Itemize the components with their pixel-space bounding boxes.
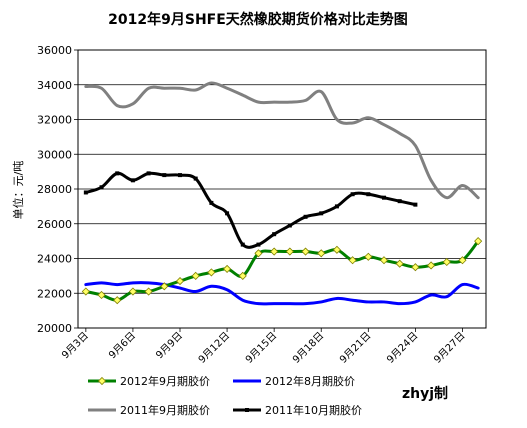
data-point: [474, 237, 483, 246]
data-point: [115, 171, 120, 176]
data-point: [348, 256, 357, 265]
y-tick-label: 22000: [37, 287, 72, 300]
data-point: [334, 204, 339, 209]
data-point: [223, 264, 232, 273]
data-point: [238, 271, 247, 280]
data-point: [366, 192, 371, 197]
data-point: [379, 256, 389, 265]
y-axis-label: 单位：元/吨: [11, 161, 25, 220]
series-line: [84, 81, 480, 200]
y-tick-label: 36000: [37, 44, 72, 57]
data-point: [319, 211, 324, 216]
data-point: [287, 223, 292, 228]
data-point: [81, 287, 90, 296]
data-point: [207, 268, 216, 277]
data-point: [411, 263, 420, 272]
y-tick-label: 20000: [37, 322, 72, 335]
data-point: [193, 176, 198, 181]
data-point: [256, 242, 261, 247]
legend-item: 2012年9月期胶价: [88, 374, 210, 388]
data-point: [178, 173, 182, 178]
data-point: [97, 290, 106, 300]
legend-item: 2011年9月期胶价: [88, 403, 210, 417]
series-line: [84, 281, 480, 306]
plot-frame: [77, 49, 487, 329]
data-point: [225, 211, 230, 216]
y-tick-label: 34000: [37, 79, 72, 92]
legend-label: 2012年9月期胶价: [120, 374, 210, 388]
legend-marker: [245, 408, 249, 412]
series-0: [81, 237, 483, 305]
data-point: [113, 296, 122, 305]
series-3: [83, 171, 418, 249]
data-point: [240, 242, 245, 247]
data-point: [442, 257, 451, 267]
legend-label: 2011年9月期胶价: [120, 403, 210, 417]
legend: 2012年9月期胶价 2012年8月期胶价 2011年9月期胶价 2011年10月期胶…: [88, 374, 362, 417]
legend-label: 2012年8月期胶价: [265, 374, 355, 388]
series-layer: [81, 81, 483, 306]
data-point: [303, 214, 308, 219]
data-point: [397, 199, 402, 204]
x-tick-label: 9月24日: [384, 330, 420, 366]
data-point: [130, 178, 135, 183]
data-point: [382, 195, 386, 200]
data-point: [146, 171, 151, 176]
series-2: [84, 81, 480, 200]
data-point: [301, 247, 310, 256]
data-point: [175, 277, 185, 286]
y-tick-label: 24000: [37, 253, 72, 266]
data-point: [317, 249, 326, 258]
x-tick-label: 9月6日: [106, 330, 138, 362]
data-point: [270, 247, 279, 256]
legend-item: 2011年10月期胶价: [233, 403, 362, 417]
data-point: [83, 190, 88, 195]
data-point: [144, 287, 153, 296]
series-1: [84, 281, 480, 306]
data-point: [209, 200, 214, 205]
data-point: [364, 252, 373, 261]
data-point: [395, 259, 404, 268]
x-tick-label: 9月18日: [290, 330, 326, 366]
series-line: [84, 171, 417, 249]
y-tick-label: 30000: [37, 148, 72, 161]
data-point: [254, 249, 263, 258]
data-point: [427, 261, 436, 270]
grid-layer: [78, 49, 486, 329]
x-tick-label: 9月15日: [243, 330, 279, 366]
watermark: zhyj制: [402, 385, 448, 402]
data-point: [332, 245, 341, 254]
data-point: [160, 282, 169, 291]
x-tick-label: 9月9日: [153, 330, 185, 362]
x-tick-label: 9月27日: [431, 330, 467, 366]
legend-item: 2012年8月期胶价: [233, 374, 355, 388]
y-tick-label: 26000: [37, 218, 72, 231]
data-point: [99, 185, 104, 190]
y-tick-label: 28000: [37, 183, 72, 196]
data-point: [458, 256, 467, 265]
data-point: [285, 247, 294, 256]
data-point: [272, 232, 277, 237]
data-point: [413, 202, 418, 207]
legend-marker: [97, 376, 107, 386]
data-point: [191, 271, 200, 280]
x-tick-label: 9月21日: [337, 330, 373, 366]
data-point: [128, 287, 137, 296]
data-point: [350, 192, 355, 197]
chart-title: 2012年9月SHFE天然橡胶期货价格对比走势图: [108, 11, 408, 28]
data-point: [162, 173, 167, 178]
x-tick-label: 9月12日: [196, 330, 232, 366]
legend-label: 2011年10月期胶价: [265, 403, 362, 417]
y-tick-label: 32000: [37, 114, 72, 127]
